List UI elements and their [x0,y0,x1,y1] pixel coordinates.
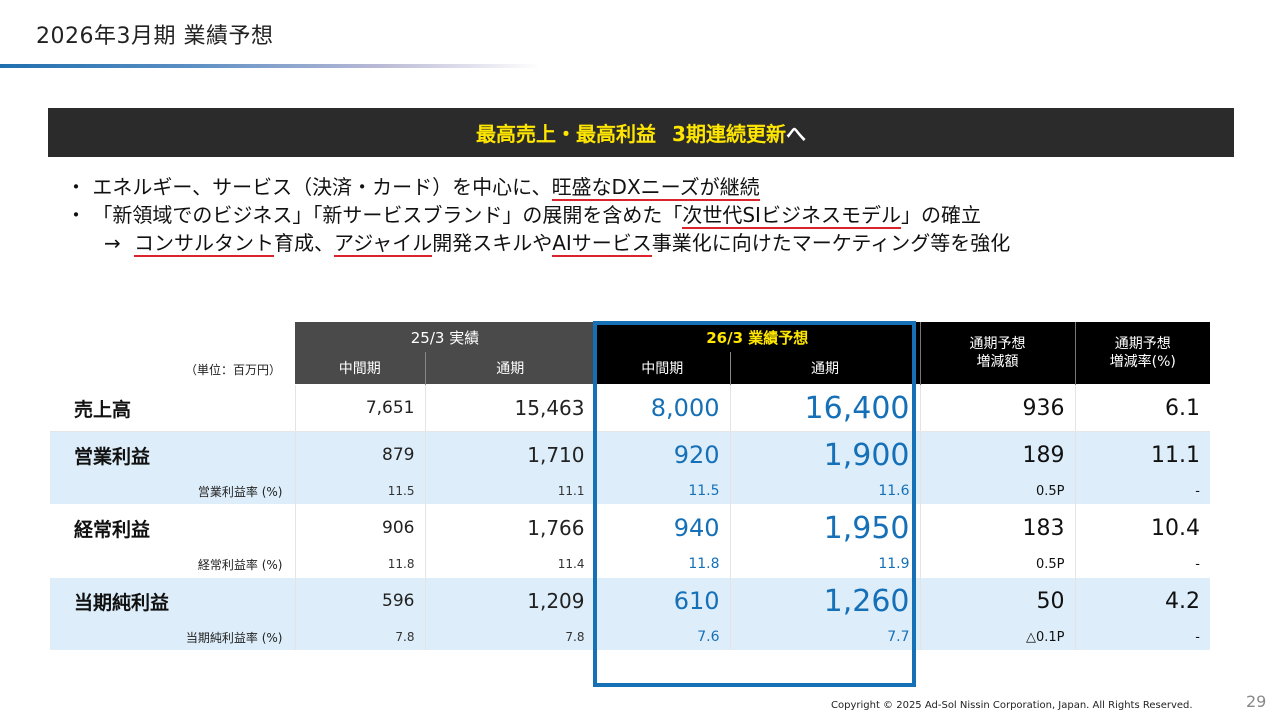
bullet-emphasis: 次世代SIビジネスモデル [682,203,901,229]
cell-actual-half: 11.5 [294,478,425,505]
arrow-icon: → [104,231,121,255]
bullet-text: 開発スキルや [432,231,553,255]
header-line: 通期予想 [969,336,1026,352]
subrow-label: 営業利益率 (%) [50,478,295,505]
table-row-ordinary-profit: 経常利益 906 1,766 940 1,950 183 10.4 [50,504,1210,551]
banner-tail: へ [785,122,806,146]
cell-change-rate: 10.4 [1074,504,1210,551]
row-label: 当期純利益 [50,577,295,624]
cell-change-amount: 50 [919,577,1075,624]
row-label: 経常利益 [50,504,295,551]
bullet-item-dx: ・ エネルギー、サービス（決済・カード）を中心に、旺盛なDXニーズが継続 [66,173,1010,201]
header-forecast-group: 26/3 業績予想 [595,322,920,352]
cell-forecast-full: 1,950 [729,504,920,551]
bullet-list: ・ エネルギー、サービス（決済・カード）を中心に、旺盛なDXニーズが継続 ・ 「… [66,173,1010,257]
bullet-text: 」の確立 [900,203,981,227]
row-label: 営業利益 [50,431,295,478]
cell-change-amount: 183 [919,504,1075,551]
cell-forecast-full: 16,400 [729,384,920,432]
cell-actual-half: 11.8 [294,551,425,578]
cell-change-amount: 936 [919,384,1075,432]
bullet-text: 育成、 [274,231,334,255]
title-underline-rule [0,64,540,68]
cell-change-rate: - [1074,624,1210,650]
header-line: 増減率(%) [1109,354,1176,370]
cell-actual-full: 1,209 [424,577,595,624]
header-forecast-half: 中間期 [595,352,730,385]
bullet-text: 事業化に向けたマーケティング等を強化 [651,231,1011,255]
header-line: 通期予想 [1114,336,1171,352]
cell-change-amount: 189 [919,431,1075,478]
cell-forecast-full: 1,260 [729,577,920,624]
cell-change-amount: 0.5P [919,478,1075,505]
table-subrow-ordinary-margin: 経常利益率 (%) 11.8 11.4 11.8 11.9 0.5P - [50,551,1210,578]
copyright-notice: Copyright © 2025 Ad-Sol Nissin Corporati… [831,700,1193,711]
page-title: 2026年3月期 業績予想 [36,24,274,49]
cell-actual-full: 11.1 [424,478,595,505]
cell-forecast-full: 1,900 [729,431,920,478]
cell-forecast-full: 11.9 [729,551,920,578]
cell-actual-half: 7,651 [294,384,425,432]
cell-actual-full: 1,766 [424,504,595,551]
banner-highlight-record: 最高売上・最高利益 [476,122,657,146]
cell-forecast-half: 920 [594,431,730,478]
cell-actual-half: 7.8 [294,624,425,650]
cell-change-amount: △0.1P [919,624,1075,650]
cell-change-rate: 11.1 [1074,431,1210,478]
subrow-label: 経常利益率 (%) [50,551,295,578]
unit-label: （単位：百万円） [50,322,295,385]
table-row-net-income: 当期純利益 596 1,209 610 1,260 50 4.2 [50,577,1210,624]
table-subrow-operating-margin: 営業利益率 (%) 11.5 11.1 11.5 11.6 0.5P - [50,478,1210,505]
cell-forecast-half: 11.5 [594,478,730,505]
bullet-item-si-model: ・ 「新領域でのビジネス」「新サービスブランド」の展開を含めた「次世代SIビジネ… [66,201,1010,229]
header-change-amount: 通期予想 増減額 [919,322,1075,385]
cell-actual-full: 7.8 [424,624,595,650]
table-row-revenue: 売上高 7,651 15,463 8,000 16,400 936 6.1 [50,384,1210,432]
header-forecast-full: 通期 [729,352,920,385]
forecast-table: （単位：百万円） 25/3 実績 26/3 業績予想 通期予想 増減額 通期予想… [50,322,1210,650]
row-label: 売上高 [50,384,295,432]
cell-change-rate: - [1074,478,1210,505]
header-change-rate: 通期予想 増減率(%) [1074,322,1210,385]
cell-actual-half: 596 [294,577,425,624]
cell-actual-half: 906 [294,504,425,551]
headline-banner: 最高売上・最高利益 3期連続更新 へ [48,108,1234,157]
bullet-item-initiatives: → コンサルタント育成、アジャイル開発スキルやAIサービス事業化に向けたマーケティ… [66,229,1010,257]
bullet-emphasis: コンサルタント [134,231,274,257]
subrow-label: 当期純利益率 (%) [50,624,295,650]
cell-actual-half: 879 [294,431,425,478]
cell-actual-full: 15,463 [424,384,595,432]
cell-change-rate: 6.1 [1074,384,1210,432]
cell-change-rate: - [1074,551,1210,578]
banner-highlight-streak: 3期連続更新 [672,122,786,146]
cell-actual-full: 11.4 [424,551,595,578]
bullet-emphasis: AIサービス [552,231,652,257]
page-number: 29 [1246,692,1267,711]
cell-forecast-half: 7.6 [594,624,730,650]
bullet-text: ・ エネルギー、サービス（決済・カード）を中心に、 [66,175,552,199]
table-subrow-net-margin: 当期純利益率 (%) 7.8 7.8 7.6 7.7 △0.1P - [50,624,1210,650]
cell-forecast-full: 11.6 [729,478,920,505]
header-actual-half: 中間期 [295,352,425,385]
cell-change-rate: 4.2 [1074,577,1210,624]
header-actual-group: 25/3 実績 [295,322,595,352]
bullet-emphasis: 旺盛なDXニーズが継続 [551,175,760,201]
bullet-emphasis: アジャイル [334,231,433,257]
cell-change-amount: 0.5P [919,551,1075,578]
cell-forecast-half: 11.8 [594,551,730,578]
bullet-text: ・ 「新領域でのビジネス」「新サービスブランド」の展開を含めた「 [66,203,683,227]
cell-forecast-half: 610 [594,577,730,624]
cell-forecast-half: 940 [594,504,730,551]
header-line: 増減額 [976,354,1019,370]
cell-forecast-half: 8,000 [594,384,730,432]
cell-actual-full: 1,710 [424,431,595,478]
header-actual-full: 通期 [424,352,595,385]
cell-forecast-full: 7.7 [729,624,920,650]
table-row-operating-profit: 営業利益 879 1,710 920 1,900 189 11.1 [50,431,1210,478]
